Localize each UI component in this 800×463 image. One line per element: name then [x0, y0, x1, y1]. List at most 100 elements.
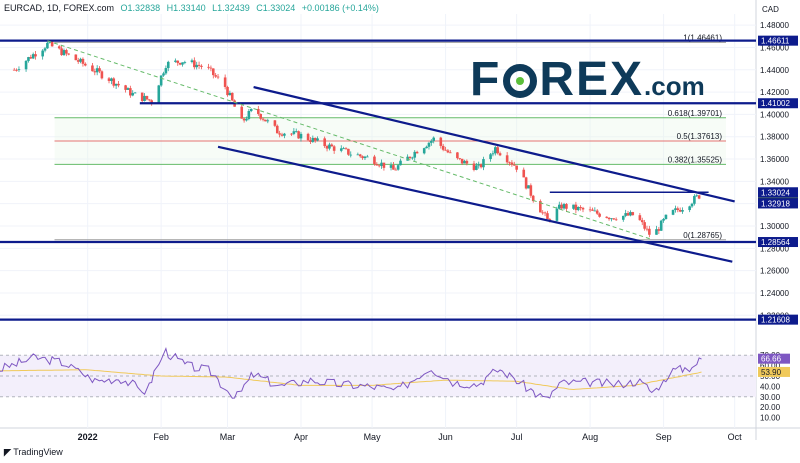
candle-body: [67, 53, 71, 55]
candle-body: [629, 212, 632, 216]
time-tick-label: May: [364, 432, 382, 442]
candle-body: [164, 68, 168, 74]
candle-body: [690, 203, 694, 207]
candle-body: [332, 146, 336, 151]
time-tick-label: Jun: [438, 432, 453, 442]
candle-body: [214, 75, 217, 77]
price-tick-label: 1.36000: [760, 155, 789, 164]
candle-body: [392, 165, 395, 170]
candle-body: [382, 162, 386, 168]
candle-body: [695, 195, 699, 197]
candle-body: [41, 50, 44, 57]
candle-body: [631, 212, 635, 216]
candle-body: [259, 113, 262, 119]
candle-body: [226, 86, 229, 96]
candle-body: [349, 154, 353, 156]
candle-body: [375, 164, 379, 166]
candle-body: [498, 153, 502, 156]
candle-body: [100, 71, 104, 79]
candle-body: [209, 67, 213, 69]
candle-body: [181, 62, 184, 65]
tradingview-footer: ◤ TradingView: [4, 447, 63, 458]
fib-level-label: 0(1.28765): [683, 231, 722, 240]
candle-body: [527, 185, 530, 189]
candle-body: [74, 54, 78, 61]
candle-body: [261, 118, 265, 120]
candle-body: [140, 92, 144, 101]
candle-body: [491, 153, 495, 155]
candle-body: [131, 93, 135, 96]
candle-body: [505, 155, 509, 163]
candle-body: [34, 54, 37, 57]
candle-body: [330, 144, 334, 147]
candle-body: [572, 204, 575, 209]
candle-body: [27, 57, 30, 61]
tradingview-label: TradingView: [13, 447, 63, 457]
candle-body: [143, 95, 146, 101]
candle-body: [512, 164, 516, 166]
candle-body: [242, 118, 246, 121]
candle-body: [325, 146, 329, 149]
candle-body: [399, 160, 402, 166]
candle-body: [57, 46, 61, 49]
candle-body: [377, 165, 381, 167]
candle-body: [479, 164, 483, 168]
candle-body: [465, 160, 469, 164]
price-label-text: 1.28564: [761, 238, 790, 247]
price-label-box: [758, 198, 798, 209]
candle-body: [344, 148, 348, 150]
candle-body: [598, 213, 601, 217]
candle-body: [65, 50, 68, 54]
candle-body: [62, 50, 66, 56]
candle-body: [541, 212, 545, 214]
candle-body: [640, 220, 644, 223]
candle-body: [114, 83, 118, 86]
change-value: +0.00186 (+0.14%): [301, 3, 379, 13]
candle-body: [610, 218, 613, 220]
candle-body: [524, 177, 528, 189]
price-axis: 1.48000 1.46000 1.44000 1.42000 1.40000 1.380…: [758, 5, 798, 423]
candle-body: [200, 65, 203, 67]
candle-body: [148, 99, 151, 101]
candle-body: [342, 148, 345, 150]
candle-body: [124, 85, 127, 90]
candle-body: [15, 69, 18, 71]
candle-body: [24, 60, 28, 70]
candle-body: [574, 204, 578, 211]
candle-body: [84, 63, 87, 66]
price-tick-label: 1.44000: [760, 66, 789, 75]
candle-body: [311, 137, 315, 142]
candle-body: [458, 158, 462, 159]
candle-body: [264, 119, 267, 122]
candle-body: [427, 142, 431, 147]
candle-body: [245, 118, 248, 121]
candle-body: [174, 60, 177, 62]
candle-body: [657, 229, 661, 231]
fib-level-label: 0.5(1.37613): [677, 132, 723, 141]
price-label-box: [758, 98, 798, 109]
candle-body: [76, 60, 80, 62]
symbol-header: EURCAD, 1D, FOREX.com O1.32838 H1.33140 …: [4, 3, 383, 13]
candle-body: [662, 218, 665, 221]
candle-body: [211, 68, 215, 76]
candle-body: [674, 208, 677, 210]
candle-body: [278, 133, 281, 135]
candle-body: [565, 204, 568, 209]
candle-body: [110, 78, 113, 81]
candle-body: [591, 209, 594, 211]
candle-body: [48, 41, 52, 43]
candle-body: [107, 78, 111, 81]
grid: [0, 0, 800, 440]
candle-body: [249, 108, 253, 112]
fib-level-label: 0.382(1.35525): [668, 155, 723, 164]
candle-body: [546, 213, 549, 220]
candle-body: [339, 148, 343, 151]
candle-body: [576, 207, 580, 211]
candle-body: [228, 92, 232, 96]
candle-body: [688, 206, 691, 211]
candlesticks: [12, 40, 701, 238]
high-value: H1.33140: [166, 3, 206, 13]
candle-body: [223, 77, 227, 87]
candle-body: [12, 69, 16, 71]
